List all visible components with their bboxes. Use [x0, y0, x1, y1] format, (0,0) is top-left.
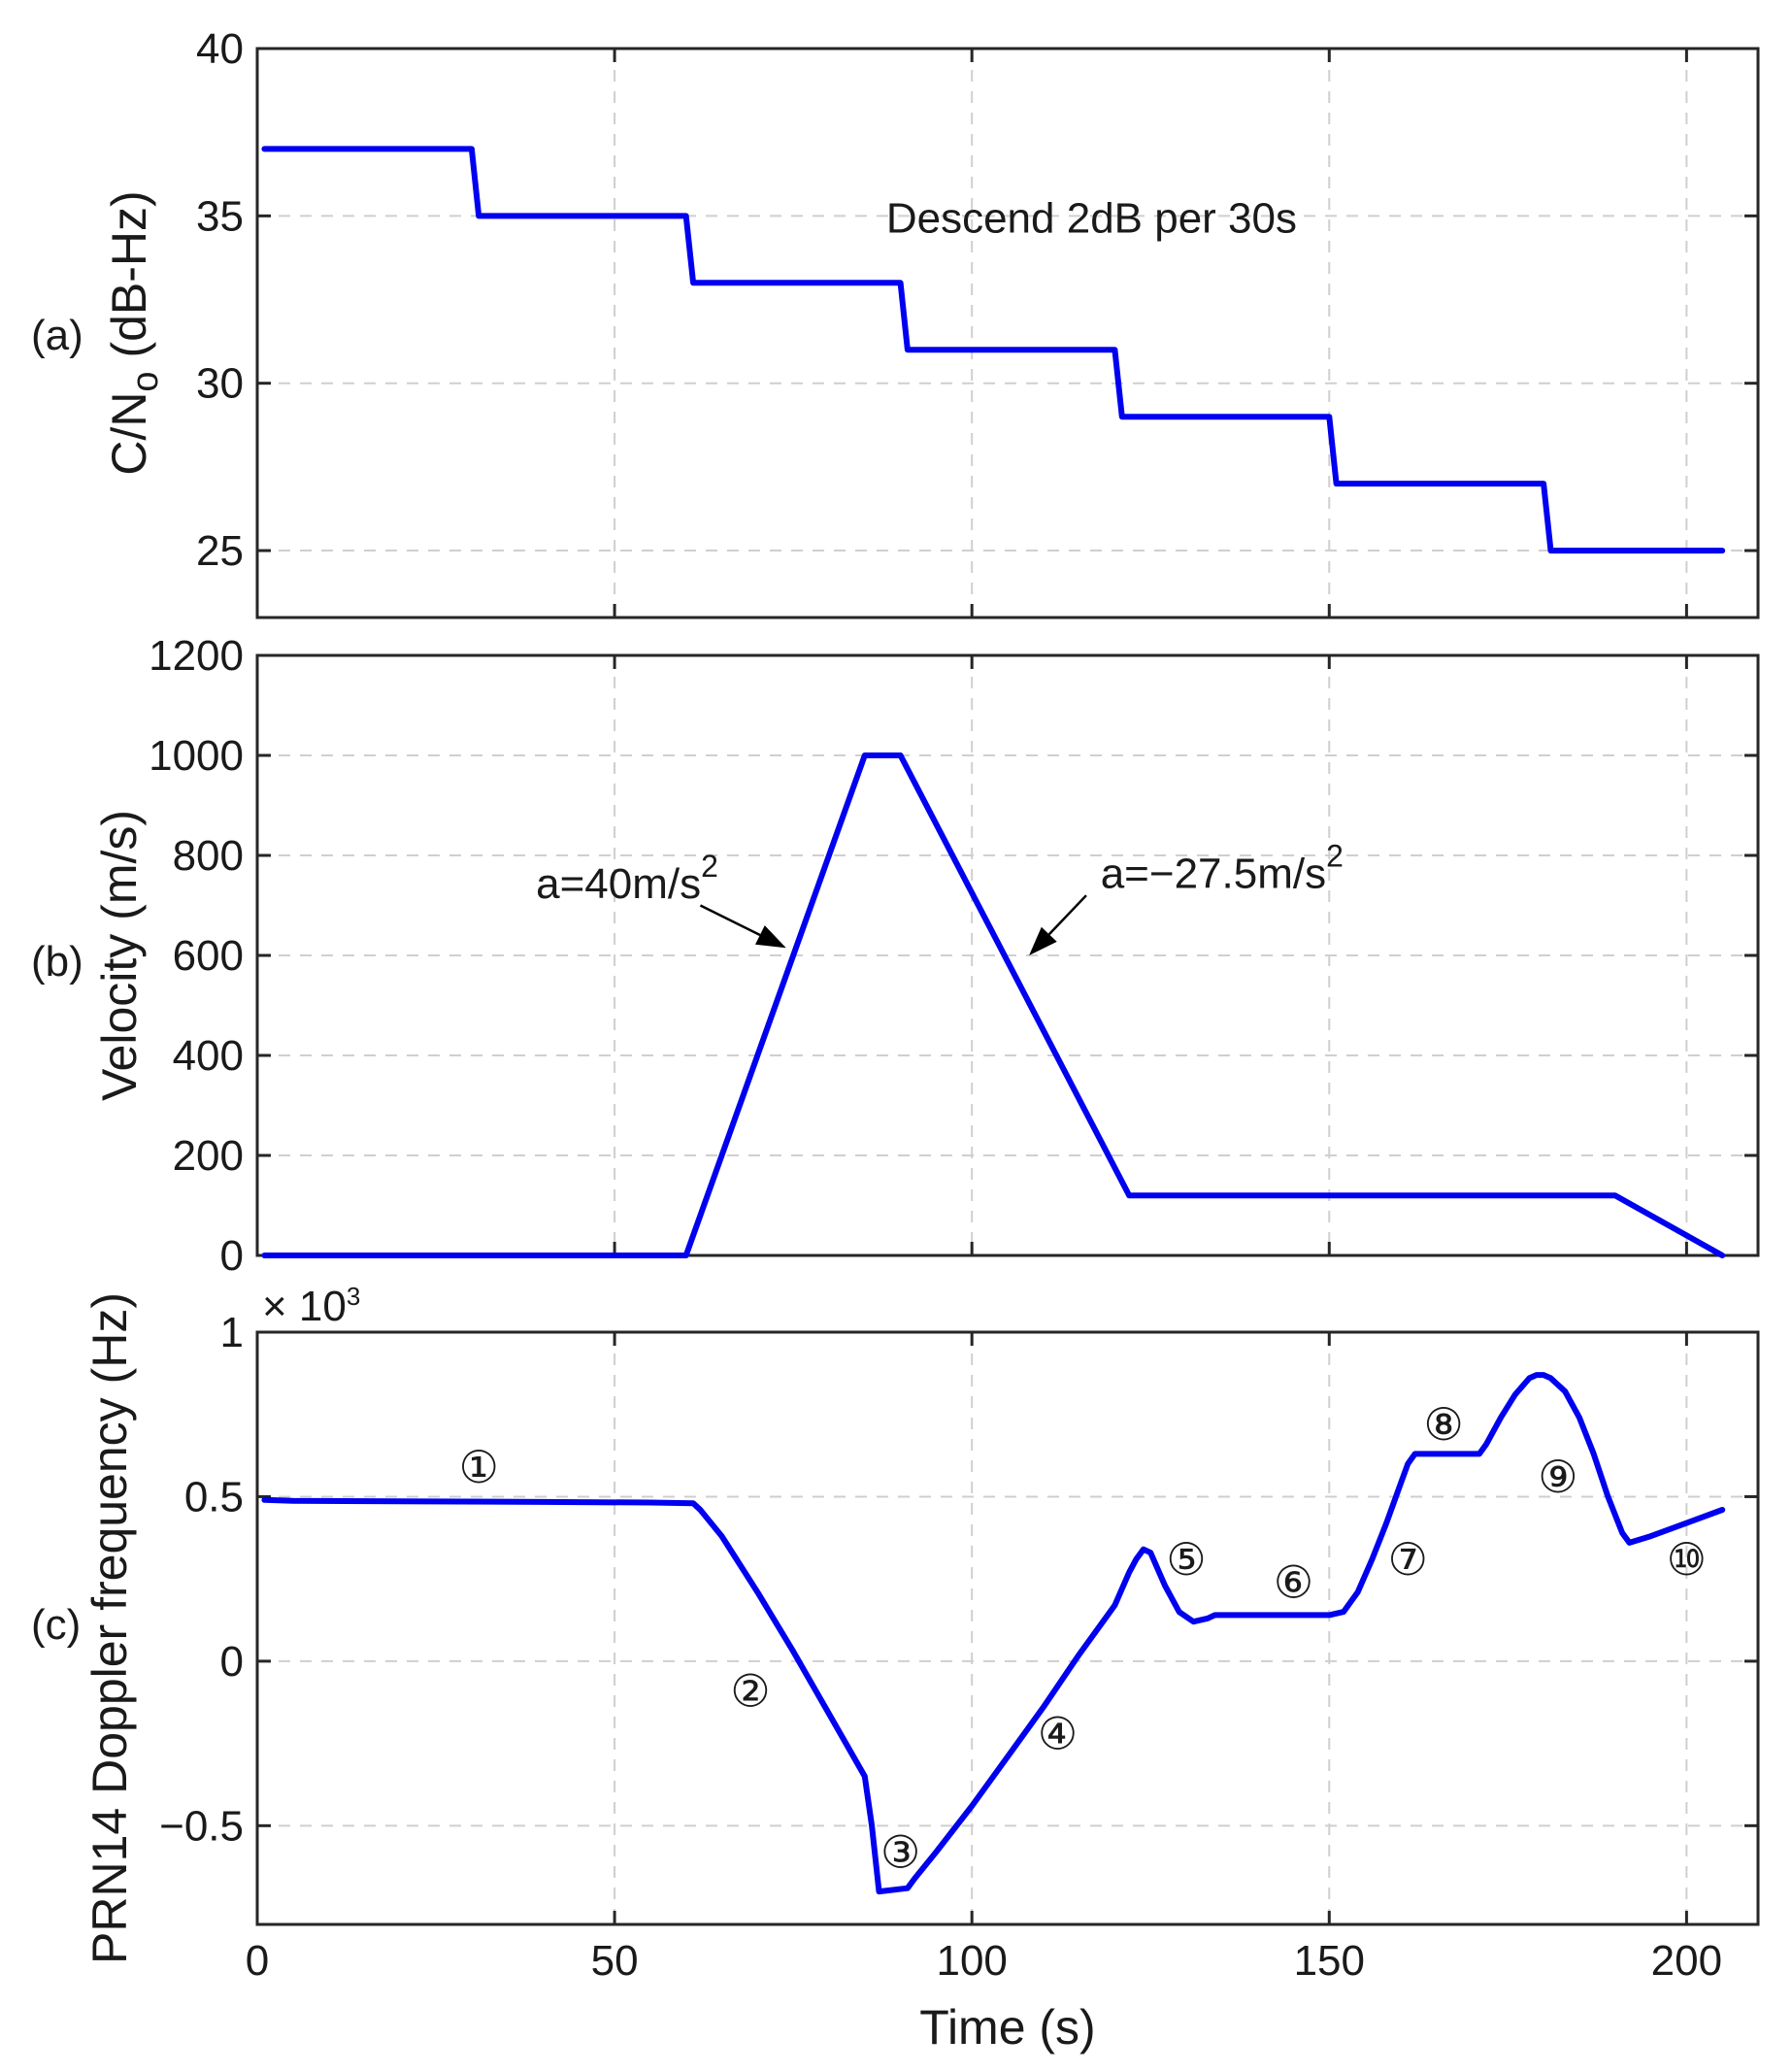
x-tick-label: 100 [936, 1937, 1007, 1985]
panel-a-cno-line [261, 146, 1726, 554]
panel-b-accel-arrow-head [755, 925, 786, 949]
y-tick-label: 400 [173, 1032, 244, 1080]
panel-a-ticks: 25 30 35 40 [196, 25, 1758, 618]
phase-marker-3: ③ [880, 1825, 920, 1878]
phase-marker-5: ⑤ [1166, 1533, 1206, 1586]
y-tick-label: 600 [173, 932, 244, 980]
panel-a-annotation: Descend 2dB per 30s [886, 195, 1297, 243]
y-tick-label: 30 [196, 360, 244, 408]
panel-b-accel-text-main: a=40m/s [536, 860, 701, 908]
y-tick-label: 1 [220, 1309, 244, 1356]
panel-b-annotation-decel: a=−27.5m/s2 [1029, 838, 1344, 955]
y-tick-label: 35 [196, 192, 244, 240]
y-tick-label: 40 [196, 25, 244, 73]
panel-a-ylabel-unit: (dB-Hz) [102, 190, 156, 371]
phase-marker-4: ④ [1038, 1707, 1078, 1759]
panel-b-accel-text: a=40m/s2 [536, 849, 718, 908]
y-tick-label: −0.5 [159, 1802, 244, 1850]
panel-b-decel-arrow-head [1029, 926, 1057, 955]
panel-b-decel-text-main: a=−27.5m/s [1101, 850, 1326, 897]
x-tick-label: 150 [1294, 1937, 1365, 1985]
panel-a-ylabel-main: C/N [102, 392, 156, 476]
panel-a: 25 30 35 40 Descend 2dB per 30s (a) C/No (d… [31, 25, 1760, 619]
panel-a-ylabel-sub: o [125, 371, 166, 391]
panel-b-decel-arrow-line [1047, 894, 1087, 936]
phase-marker-8: ⑧ [1423, 1398, 1463, 1451]
panel-b-annotation-accel: a=40m/s2 [536, 849, 786, 949]
x-tick-label: 200 [1651, 1937, 1722, 1985]
panel-b-ticks: 0 200 400 600 800 1000 1200 [149, 632, 1758, 1280]
panel-c: 0 50 100 150 200 −0.5 0 0.5 1 ① ② ③ ④ ⑤ ⑥ ⑦ ⑧ ⑨ ⑩ × 103 (… [31, 1282, 1760, 2055]
panel-c-xlabel: Time (s) [919, 2000, 1095, 2055]
panel-a-label: (a) [31, 312, 83, 359]
panel-c-ticks: 0 50 100 150 200 −0.5 0 0.5 1 [159, 1309, 1758, 1985]
panel-b-accel-text-sup: 2 [701, 849, 718, 884]
panel-b-decel-text: a=−27.5m/s2 [1101, 838, 1344, 897]
panel-a-ylabel: C/No (dB-Hz) [102, 190, 166, 475]
y-tick-label: 800 [173, 832, 244, 880]
y-tick-label: 1200 [149, 632, 244, 680]
panel-a-grid [257, 49, 1758, 618]
panel-c-multiplier-prefix: × 10 [262, 1283, 347, 1330]
panel-c-label: (c) [31, 1601, 81, 1649]
panel-b-ylabel: Velocity (m/s) [92, 810, 147, 1101]
panel-c-ylabel: PRN14 Doppler frequency (Hz) [83, 1292, 137, 1964]
panel-c-doppler-line [261, 1372, 1726, 1895]
x-tick-label: 50 [591, 1937, 639, 1985]
x-tick-label: 0 [246, 1937, 269, 1985]
y-tick-label: 0.5 [184, 1473, 244, 1521]
panel-c-multiplier: × 103 [262, 1282, 360, 1330]
panel-c-frame [255, 1330, 1760, 1926]
y-tick-label: 0 [220, 1638, 244, 1686]
phase-marker-6: ⑥ [1274, 1556, 1313, 1609]
panel-c-grid [257, 1332, 1758, 1924]
y-tick-label: 25 [196, 527, 244, 575]
panel-b-accel-arrow-line [699, 904, 761, 937]
y-tick-label: 200 [173, 1132, 244, 1180]
phase-marker-2: ② [730, 1664, 770, 1717]
y-tick-label: 0 [220, 1232, 244, 1280]
panel-c-multiplier-exp: 3 [347, 1282, 360, 1311]
y-tick-label: 1000 [149, 732, 244, 780]
phase-marker-9: ⑨ [1538, 1451, 1577, 1503]
phase-marker-10: ⑩ [1667, 1533, 1707, 1586]
panel-b-label: (b) [31, 938, 83, 986]
panel-b-velocity-line [261, 752, 1726, 1258]
panel-b-decel-text-sup: 2 [1326, 838, 1344, 873]
panel-a-frame [255, 47, 1760, 619]
panel-c-markers: ① ② ③ ④ ⑤ ⑥ ⑦ ⑧ ⑨ ⑩ [459, 1398, 1707, 1879]
phase-marker-1: ① [459, 1441, 499, 1493]
phase-marker-7: ⑦ [1388, 1533, 1428, 1586]
